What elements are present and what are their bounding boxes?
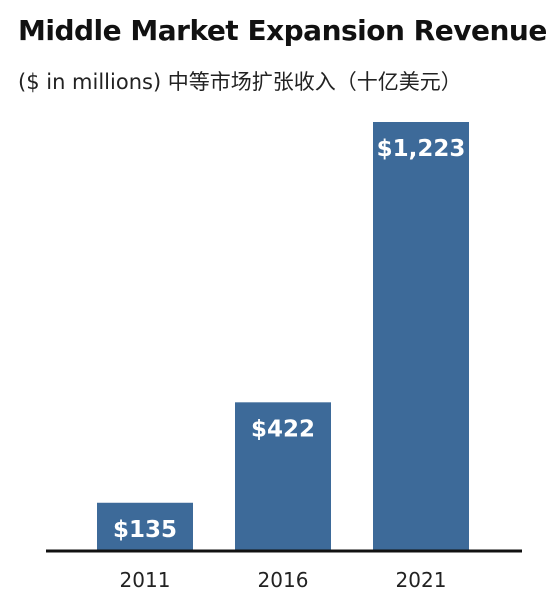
chart-subtitle: ($ in millions) 中等市场扩张收入（十亿美元） [18, 70, 462, 94]
bar-value-label-2016: $422 [251, 416, 315, 442]
x-tick-labels-group: 2011 2016 2021 [120, 568, 447, 592]
x-tick-label-2021: 2021 [396, 568, 447, 592]
bar-2011 [97, 502, 193, 550]
bars-group [97, 122, 469, 550]
bar-value-label-2011: $135 [113, 517, 177, 543]
x-tick-label-2011: 2011 [120, 568, 171, 592]
bar-value-label-2021: $1,223 [377, 136, 466, 162]
bar-2016 [235, 402, 331, 550]
bar-labels-group: $135 $422 $1,223 [113, 136, 465, 543]
chart-title: Middle Market Expansion Revenue [18, 14, 546, 47]
bar-2021 [373, 122, 469, 550]
x-tick-label-2016: 2016 [258, 568, 309, 592]
